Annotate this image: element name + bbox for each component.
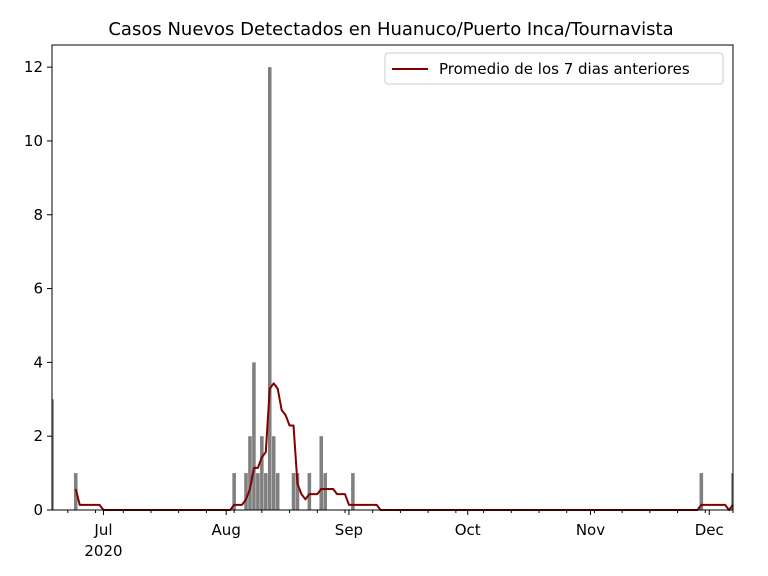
y-tick-label: 6 xyxy=(33,280,43,298)
line-layer xyxy=(74,382,734,511)
y-tick-label: 0 xyxy=(33,501,43,519)
bar xyxy=(256,473,260,510)
legend-label: Promedio de los 7 dias anteriores xyxy=(439,60,690,78)
bar xyxy=(264,473,268,510)
bar xyxy=(252,362,256,510)
bar xyxy=(232,473,236,510)
x-axis: Jul 2020 Aug Sep Oct Nov Dec xyxy=(67,510,734,560)
x-tick-label: Jul xyxy=(93,521,112,539)
series-line xyxy=(74,382,734,511)
y-tick-label: 12 xyxy=(24,58,43,76)
y-tick-label: 2 xyxy=(33,427,43,445)
x-tick-label: Sep xyxy=(335,521,363,539)
bar xyxy=(351,473,355,510)
bar xyxy=(319,436,324,510)
bar xyxy=(291,473,296,510)
y-tick-label: 10 xyxy=(24,132,43,150)
bar xyxy=(307,473,312,510)
bars-group xyxy=(52,67,733,511)
x-tick-sublabel: 2020 xyxy=(84,542,122,560)
bar xyxy=(248,436,252,510)
y-tick-label: 8 xyxy=(33,206,43,224)
legend: Promedio de los 7 dias anteriores xyxy=(384,52,724,85)
x-tick-label: Aug xyxy=(212,521,241,539)
bar xyxy=(275,473,280,510)
bar xyxy=(52,399,54,510)
bar xyxy=(244,473,248,510)
y-tick-label: 4 xyxy=(33,353,43,371)
bar xyxy=(731,473,733,510)
bar xyxy=(323,473,327,510)
y-axis: 0 2 4 6 8 10 12 xyxy=(24,58,52,519)
x-tick-label: Oct xyxy=(455,521,481,539)
bar xyxy=(267,67,272,511)
chart-title: Casos Nuevos Detectados en Huanuco/Puert… xyxy=(108,19,673,40)
bar xyxy=(295,473,300,510)
bar xyxy=(699,473,704,510)
bar xyxy=(260,436,264,510)
legend-box xyxy=(384,52,724,85)
x-tick-label: Dec xyxy=(695,521,724,539)
x-tick-label: Nov xyxy=(576,521,605,539)
bar xyxy=(271,436,276,510)
plot-frame xyxy=(51,44,734,511)
